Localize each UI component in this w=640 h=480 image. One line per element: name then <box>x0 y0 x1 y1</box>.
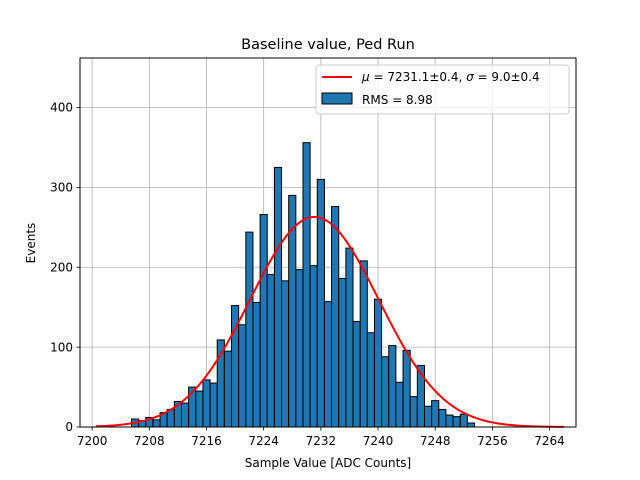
plot-frame <box>79 57 577 428</box>
histogram-bar <box>180 402 190 428</box>
histogram-bar <box>395 381 404 428</box>
histogram-bar <box>281 280 290 428</box>
histogram-bar <box>388 345 397 428</box>
histogram-bar <box>252 301 261 428</box>
legend: μ = 7231.1±0.4, σ = 9.0±0.4 RMS = 8.98 <box>315 64 570 115</box>
histogram-bar <box>359 260 368 428</box>
legend-box <box>315 64 570 115</box>
x-tick-label: 7224 <box>248 434 279 448</box>
x-tick-label: 7248 <box>420 434 451 448</box>
histogram-bar <box>273 166 283 428</box>
histogram-bar <box>466 422 476 428</box>
histogram-bar <box>302 142 311 428</box>
histogram-bar <box>402 349 411 428</box>
histogram-bar <box>209 382 218 428</box>
legend-fit-sigma-value: = 9.0±0.4 <box>474 70 540 84</box>
chart-title: Baseline value, Ped Run <box>241 37 415 53</box>
histogram-bar <box>459 413 468 428</box>
x-tick-label: 7264 <box>534 434 565 448</box>
x-tick-label: 7256 <box>477 434 508 448</box>
histogram-bar <box>195 390 204 428</box>
x-tick-label: 7240 <box>363 434 394 448</box>
y-tick-label: 100 <box>50 340 73 354</box>
fit-curve <box>95 215 564 428</box>
histogram-bar <box>238 324 247 428</box>
legend-hist-label: RMS = 8.98 <box>362 93 433 107</box>
histogram-bar <box>331 206 340 428</box>
x-tick-label: 7200 <box>77 434 108 448</box>
histogram-bar <box>338 277 347 428</box>
histogram-bar <box>295 269 304 428</box>
legend-fit-sigma-symbol: σ <box>466 70 474 84</box>
legend-hist-swatch <box>321 92 353 105</box>
x-tick-label: 7232 <box>306 434 337 448</box>
histogram-bar <box>409 396 418 428</box>
histogram-bar <box>259 214 268 428</box>
x-tick-label: 7216 <box>191 434 222 448</box>
x-tick-label: 7208 <box>134 434 165 448</box>
legend-fit-mu-value: = 7231.1±0.4, <box>370 70 466 84</box>
histogram-bar <box>452 416 461 428</box>
histogram-bar <box>266 273 275 428</box>
histogram-bar <box>223 350 233 428</box>
histogram-bar <box>431 400 440 428</box>
legend-fit-mu-symbol: μ <box>361 70 370 84</box>
y-tick-label: 0 <box>65 420 73 434</box>
histogram-bar <box>202 379 211 428</box>
histogram-bar <box>445 414 454 428</box>
histogram-bars <box>130 142 476 428</box>
histogram-bar <box>373 298 383 428</box>
y-tick-label: 300 <box>50 181 73 195</box>
legend-fit-label: μ = 7231.1±0.4, σ = 9.0±0.4 <box>361 70 540 84</box>
histogram-bar <box>366 332 375 428</box>
x-axis-ticks: 7200 7208 7216 7224 7232 7240 7248 7256 7264 <box>77 427 565 448</box>
x-axis-label: Sample Value [ADC Counts] <box>245 456 411 470</box>
histogram-bar <box>345 247 354 428</box>
histogram-bar <box>309 265 318 428</box>
histogram-bar <box>152 419 161 428</box>
y-axis-ticks: 0 100 200 300 400 <box>50 101 80 434</box>
y-axis-label: Events <box>24 223 38 264</box>
y-tick-label: 400 <box>50 101 73 115</box>
histogram-bar <box>323 301 333 428</box>
histogram-bar <box>381 356 390 428</box>
histogram-bar <box>352 321 361 428</box>
histogram-bar <box>245 231 254 428</box>
y-tick-label: 200 <box>50 260 73 274</box>
histogram-bar <box>423 405 433 428</box>
histogram-bar <box>438 408 447 428</box>
